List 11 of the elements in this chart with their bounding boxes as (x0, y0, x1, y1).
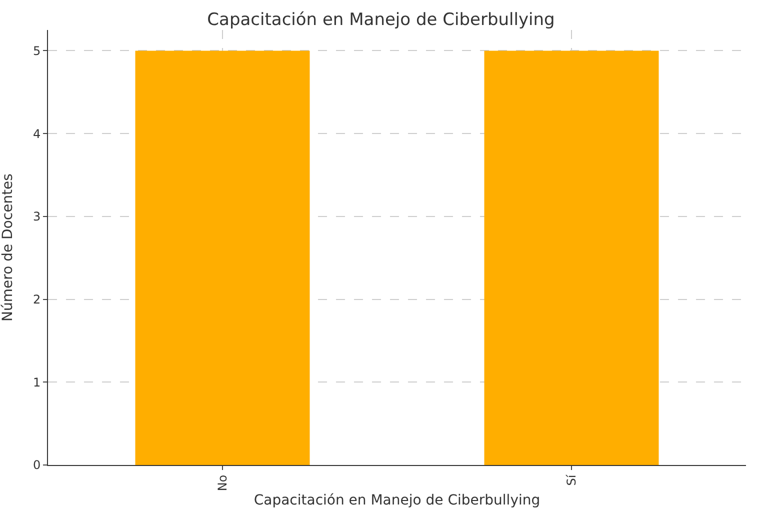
y-tick-label: 1 (32, 375, 41, 390)
chart-title: Capacitación en Manejo de Ciberbullying (207, 10, 555, 30)
y-tick-label: 4 (32, 126, 41, 141)
y-axis-title: Número de Docentes (0, 174, 16, 322)
y-tick-label: 2 (32, 292, 41, 306)
x-axis-title: Capacitación en Manejo de Ciberbullying (254, 492, 540, 508)
x-tick-label: Sí (564, 474, 578, 486)
x-tick-label: No (215, 474, 230, 492)
y-tick-label: 0 (32, 458, 41, 472)
y-tick-label: 3 (32, 210, 41, 224)
y-tick-label: 5 (32, 44, 41, 58)
